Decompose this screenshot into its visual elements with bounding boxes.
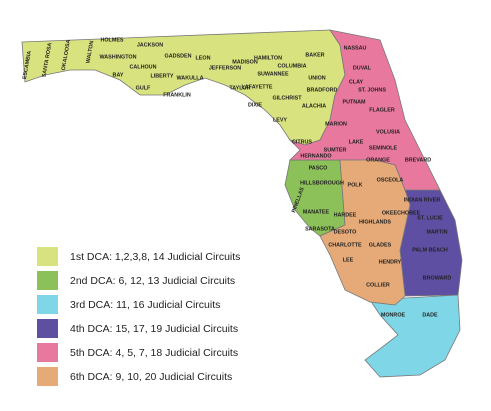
county-label: GILCHRIST [272, 95, 302, 101]
county-label: ST. LUCIE [417, 215, 443, 221]
county-label: LAKE [349, 139, 364, 145]
county-label: BROWARD [423, 275, 452, 281]
legend-swatch [37, 295, 58, 314]
county-label: WALTON [85, 40, 95, 64]
county-label: CHARLOTTE [328, 242, 362, 248]
county-label: ESCAMBIA [22, 50, 33, 79]
county-label: VOLUSIA [376, 129, 400, 135]
county-label: LEVY [273, 117, 287, 123]
county-label: BAY [113, 72, 124, 78]
county-label: CALHOUN [130, 64, 157, 70]
legend-label: 4th DCA: 15, 17, 19 Judicial Circuits [70, 323, 238, 335]
county-label: WASHINGTON [99, 54, 136, 60]
county-label: MANATEE [303, 209, 330, 215]
region [364, 294, 461, 378]
county-label: GULF [136, 85, 151, 91]
county-label: MONROE [381, 312, 406, 318]
legend-label: 6th DCA: 9, 10, 20 Judicial Circuits [70, 371, 232, 383]
county-label: HILLSBOROUGH [300, 180, 344, 186]
county-label: INDIAN RIVER [404, 197, 441, 203]
county-label: SARASOTA [305, 226, 335, 232]
region [289, 29, 441, 191]
county-label: MARION [325, 121, 347, 127]
legend-swatch [37, 343, 58, 362]
legend-label: 5th DCA: 4, 5, 7, 18 Judicial Circuits [70, 347, 238, 359]
county-label: HIGHLANDS [359, 219, 391, 225]
county-label: HOLMES [100, 37, 123, 43]
county-label: JEFFERSON [209, 65, 241, 71]
county-label: OKALOOSA [61, 39, 72, 71]
county-label: OKEECHOBEE [382, 210, 421, 216]
county-label: FLAGLER [369, 107, 395, 113]
county-label: HENDRY [379, 259, 402, 265]
county-label: MARTIN [427, 229, 448, 235]
legend-label: 3rd DCA: 11, 16 Judicial Circuits [70, 299, 220, 311]
county-label: UNION [308, 75, 325, 81]
county-label: HAMILTON [254, 55, 282, 61]
county-label: ORANGE [366, 157, 390, 163]
legend-swatch [37, 247, 58, 266]
legend-label: 2nd DCA: 6, 12, 13 Judicial Circuits [70, 275, 235, 287]
county-label: JACKSON [137, 42, 163, 48]
county-label: POLK [348, 182, 363, 188]
county-label: BREVARD [405, 157, 431, 163]
county-label: NASSAU [344, 45, 367, 51]
county-label: BRADFORD [307, 87, 338, 93]
county-label: ALACHIA [302, 103, 326, 109]
county-label: CITRUS [292, 139, 312, 145]
county-label: SEMINOLE [369, 145, 398, 151]
county-label: COLLIER [366, 282, 390, 288]
legend-swatch [37, 367, 58, 386]
county-label: FRANKLIN [163, 92, 191, 98]
county-label: SUMTER [324, 147, 347, 153]
county-label: COLUMBIA [277, 63, 306, 69]
county-label: LIBERTY [150, 73, 173, 79]
county-label: LAFAYETTE [242, 84, 273, 90]
county-label: SUWANNEE [257, 71, 289, 77]
county-label: DIXIE [248, 102, 262, 108]
county-label: LEON [196, 55, 211, 61]
legend-swatch [37, 319, 58, 338]
county-label: PUTNAM [342, 99, 366, 105]
legend-swatch [37, 271, 58, 290]
legend-label: 1st DCA: 1,2,3,8, 14 Judicial Circuits [70, 251, 240, 263]
county-label: HARDEE [334, 212, 357, 218]
county-label: PALM BEACH [412, 247, 448, 253]
county-label: GLADES [369, 242, 392, 248]
county-label: MADISON [232, 59, 258, 65]
county-label: DUVAL [353, 65, 372, 71]
county-label: GADSDEN [165, 53, 192, 59]
county-label: CLAY [349, 79, 364, 85]
county-label: HERNANDO [300, 153, 331, 159]
county-label: TAYLOR [229, 85, 250, 91]
county-label: LEE [343, 257, 354, 263]
county-label: DADE [422, 312, 438, 318]
county-label: WAKULLA [177, 75, 204, 81]
county-label: DESOTO [334, 229, 357, 235]
county-label: OSCEOLA [377, 177, 404, 183]
county-label: BAKER [305, 52, 324, 58]
county-label: PASCO [309, 165, 328, 171]
region [319, 159, 411, 306]
county-label: ST. JOHNS [358, 87, 386, 93]
